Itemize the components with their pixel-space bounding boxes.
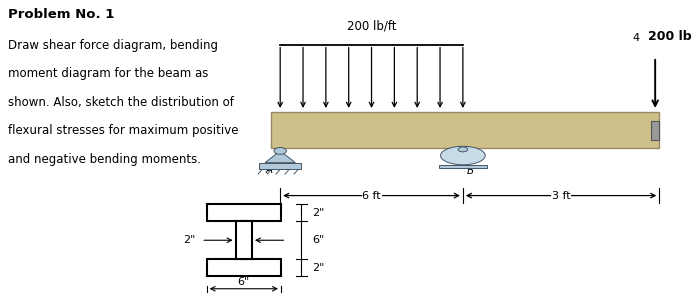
Text: Draw shear force diagram, bending: Draw shear force diagram, bending xyxy=(8,38,218,51)
Bar xyxy=(651,120,659,140)
Bar xyxy=(206,204,281,221)
Text: 2": 2" xyxy=(183,235,196,245)
Text: 6": 6" xyxy=(238,277,250,287)
Text: 2": 2" xyxy=(312,208,324,217)
Polygon shape xyxy=(265,151,295,163)
Ellipse shape xyxy=(274,148,286,154)
Text: 6": 6" xyxy=(312,235,324,245)
Text: 2": 2" xyxy=(312,263,324,273)
Bar xyxy=(272,112,659,148)
Bar xyxy=(259,163,301,169)
Bar xyxy=(206,259,281,277)
Text: 200 lb/ft: 200 lb/ft xyxy=(346,19,396,32)
Bar xyxy=(236,221,252,259)
Text: A: A xyxy=(265,165,273,175)
Ellipse shape xyxy=(458,147,468,152)
Text: 6 ft: 6 ft xyxy=(362,191,381,201)
Text: flexural stresses for maximum positive: flexural stresses for maximum positive xyxy=(8,124,239,137)
Bar xyxy=(439,165,487,168)
Text: 200 lb: 200 lb xyxy=(648,30,692,43)
Ellipse shape xyxy=(440,146,485,165)
Text: B: B xyxy=(467,166,474,176)
Text: 3 ft: 3 ft xyxy=(552,191,570,201)
Text: moment diagram for the beam as: moment diagram for the beam as xyxy=(8,67,209,80)
Text: 4: 4 xyxy=(633,33,640,43)
Text: shown. Also, sketch the distribution of: shown. Also, sketch the distribution of xyxy=(8,96,234,109)
Text: Problem No. 1: Problem No. 1 xyxy=(8,8,115,21)
Text: and negative bending moments.: and negative bending moments. xyxy=(8,153,201,166)
